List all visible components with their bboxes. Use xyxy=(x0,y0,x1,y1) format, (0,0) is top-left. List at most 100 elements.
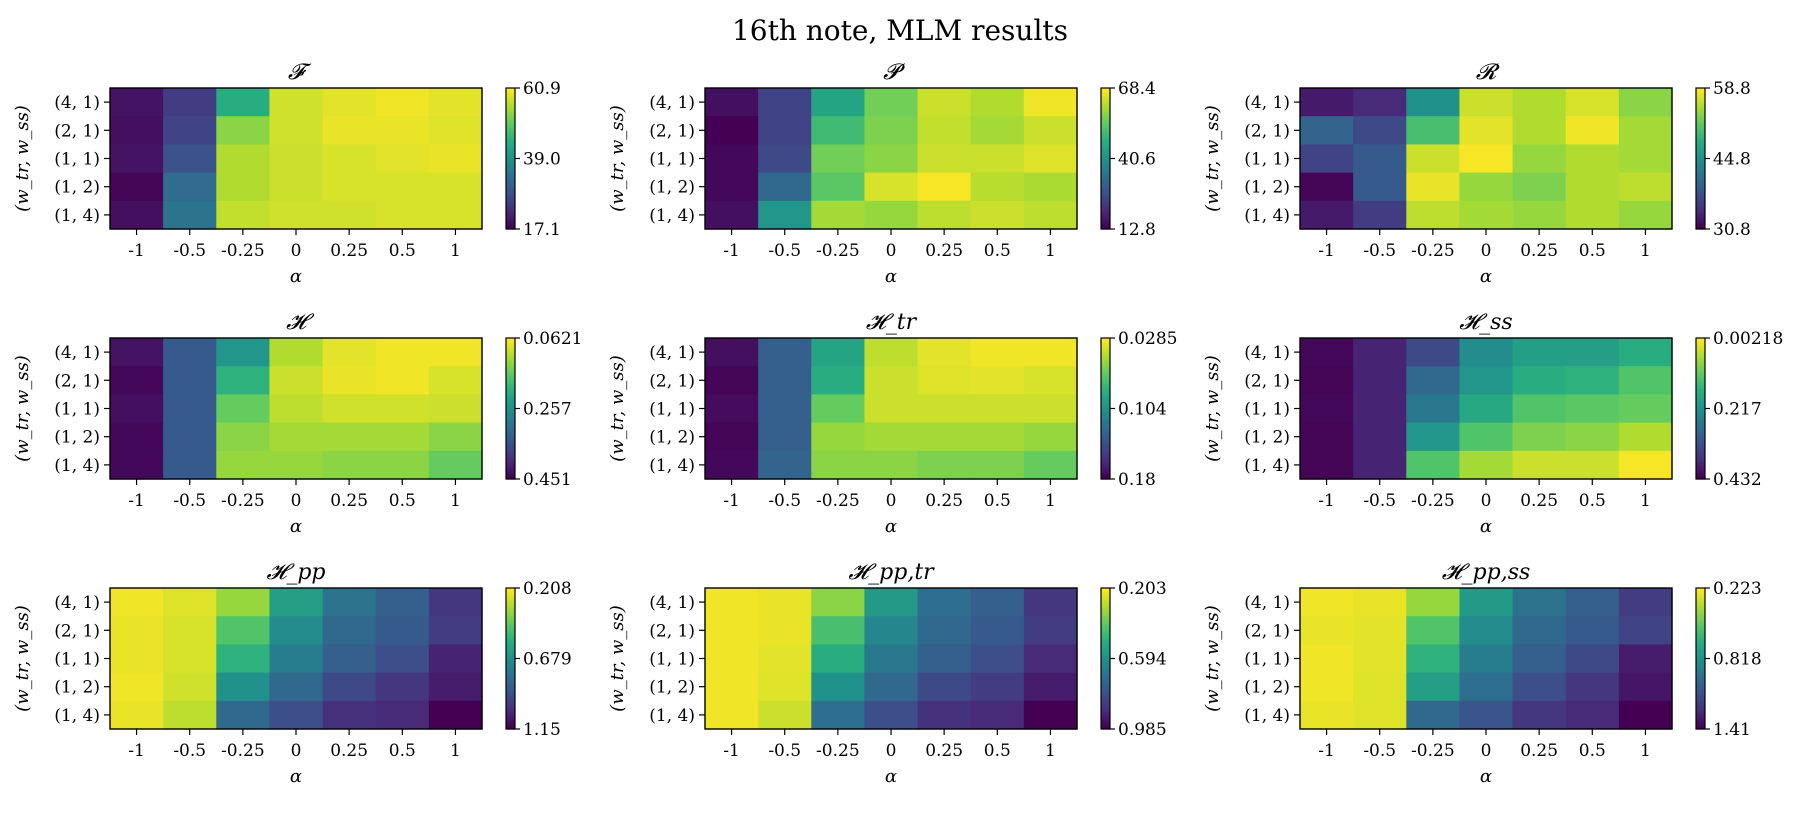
colorbar-segment xyxy=(1696,102,1705,106)
heatmap-cell xyxy=(705,672,759,702)
colorbar-segment xyxy=(1696,719,1705,723)
colorbar-segment xyxy=(1101,184,1110,188)
colorbar-segment xyxy=(1696,651,1705,655)
colorbar-segment xyxy=(1696,139,1705,143)
colorbar-segment xyxy=(1696,658,1705,662)
heatmap-cell xyxy=(811,450,866,480)
heatmap-cell xyxy=(1353,88,1407,117)
colorbar-segment xyxy=(1696,219,1705,223)
colorbar-segment xyxy=(1696,646,1705,650)
heatmap-cell xyxy=(705,700,759,730)
panel-title: 𝓟 xyxy=(883,60,905,85)
colorbar-segment xyxy=(1101,620,1110,624)
heatmap-cell xyxy=(1512,700,1567,730)
colorbar-segment xyxy=(1101,599,1110,603)
x-tick-label: 0.5 xyxy=(984,491,1011,511)
x-tick-label: 0.5 xyxy=(984,241,1011,261)
y-tick-label: (2, 1) xyxy=(54,121,100,141)
colorbar-segment xyxy=(1101,642,1110,645)
colorbar-segment xyxy=(506,92,515,96)
colorbar-segment xyxy=(1696,588,1705,591)
colorbar-segment xyxy=(1101,691,1110,695)
heatmap-cell xyxy=(1023,116,1078,145)
heatmap-cell xyxy=(375,422,430,452)
heatmap-cell xyxy=(705,366,759,395)
colorbar-segment xyxy=(506,592,515,596)
heatmap-cell xyxy=(1512,422,1567,452)
colorbar-segment xyxy=(506,408,515,412)
colorbar-segment xyxy=(1696,693,1705,697)
colorbar-segment xyxy=(1101,125,1110,129)
colorbar-segment xyxy=(1101,149,1110,153)
heatmap-cell xyxy=(1512,144,1567,174)
colorbar-segment xyxy=(1696,125,1705,129)
colorbar-segment xyxy=(506,387,515,391)
colorbar-segment xyxy=(1101,151,1110,155)
heatmap-cell xyxy=(758,172,812,202)
colorbar-segment xyxy=(1696,712,1705,716)
colorbar-segment xyxy=(1696,632,1705,636)
colorbar-segment xyxy=(1101,682,1110,685)
heatmap-cell xyxy=(811,644,866,674)
x-tick-label: -0.5 xyxy=(768,241,801,261)
colorbar-segment xyxy=(506,345,515,348)
x-tick-label: -1 xyxy=(128,741,145,761)
colorbar-segment xyxy=(1696,653,1705,657)
heatmap-cell xyxy=(163,88,217,117)
colorbar-segment xyxy=(1696,97,1705,101)
colorbar-segment xyxy=(1101,717,1110,721)
colorbar-segment xyxy=(1696,710,1705,714)
colorbar-segment xyxy=(1101,92,1110,96)
colorbar-segment xyxy=(1101,116,1110,120)
colorbar-segment xyxy=(1696,642,1705,645)
colorbar-segment xyxy=(1101,689,1110,692)
colorbar-segment xyxy=(1696,92,1705,96)
heatmap-cell xyxy=(163,144,217,174)
heatmap-cell xyxy=(1353,144,1407,174)
colorbar-tick-label: 0.257 xyxy=(523,400,572,420)
colorbar-segment xyxy=(1696,212,1705,216)
heatmap-cell xyxy=(375,366,430,395)
x-tick-label: -0.5 xyxy=(173,491,206,511)
colorbar-tick-label: 0.217 xyxy=(1713,400,1762,420)
y-tick-label: (1, 1) xyxy=(54,650,100,670)
colorbar-segment xyxy=(1696,455,1705,459)
colorbar-segment xyxy=(506,446,515,450)
colorbar-segment xyxy=(1696,707,1705,711)
x-tick-label: 0.25 xyxy=(330,741,368,761)
x-tick-label: -0.25 xyxy=(1411,741,1455,761)
colorbar-segment xyxy=(506,606,515,610)
colorbar-segment xyxy=(1696,590,1705,594)
colorbar-segment xyxy=(1101,665,1110,669)
colorbar-segment xyxy=(1101,139,1110,143)
colorbar-segment xyxy=(1696,349,1705,353)
colorbar-segment xyxy=(1101,354,1110,358)
heatmap-cell xyxy=(1565,200,1620,230)
heatmap-cell xyxy=(1459,116,1514,145)
heatmap-cell xyxy=(110,116,164,145)
colorbar-tick-label: 68.4 xyxy=(1118,79,1156,99)
colorbar-segment xyxy=(1696,434,1705,438)
colorbar-segment xyxy=(506,177,515,181)
heatmap-cell xyxy=(705,644,759,674)
colorbar-segment xyxy=(1101,375,1110,379)
y-axis-label: (w_tr, w_ss) xyxy=(607,105,628,212)
x-tick-label: 0 xyxy=(1481,241,1492,261)
colorbar-tick-label: 0.432 xyxy=(1713,470,1762,490)
colorbar-segment xyxy=(506,342,515,346)
heatmap-cell xyxy=(1023,422,1078,452)
colorbar-segment xyxy=(1101,464,1110,468)
heatmap-cell xyxy=(1023,672,1078,702)
colorbar-segment xyxy=(1101,429,1110,433)
heatmap-cell xyxy=(428,644,483,674)
colorbar-segment xyxy=(506,597,515,601)
colorbar-tick-label: 0.18 xyxy=(1118,470,1156,490)
heatmap-cell xyxy=(163,200,217,230)
heatmap-cell xyxy=(1406,366,1461,395)
heatmap-cell xyxy=(375,144,430,174)
x-axis-label: α xyxy=(885,516,897,537)
y-tick-label: (4, 1) xyxy=(649,343,695,363)
colorbar-segment xyxy=(1696,413,1705,417)
heatmap-cell xyxy=(1618,116,1673,145)
colorbar-tick-label: 1.41 xyxy=(1713,720,1751,740)
